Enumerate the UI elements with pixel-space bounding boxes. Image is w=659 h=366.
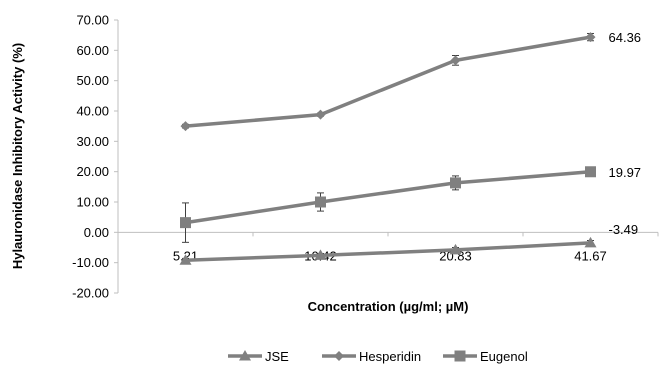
y-tick-label: 20.00 (76, 164, 109, 179)
series-line (186, 243, 591, 260)
legend-swatch-marker (334, 351, 344, 361)
data-label: 19.97 (609, 165, 642, 180)
y-tick-label: 60.00 (76, 43, 109, 58)
y-tick-label: 30.00 (76, 134, 109, 149)
y-tick-label: 10.00 (76, 195, 109, 210)
series-eugenol: 19.97 (180, 165, 641, 243)
legend-label: Hesperidin (359, 349, 421, 364)
y-tick-label: -10.00 (72, 255, 109, 270)
series-jse: -3.49 (180, 222, 639, 265)
data-point (450, 177, 461, 188)
y-tick-label: -20.00 (72, 286, 109, 301)
data-point (316, 110, 326, 120)
data-point (315, 197, 326, 208)
data-point (451, 55, 461, 65)
data-label: -3.49 (609, 222, 639, 237)
data-point (585, 166, 596, 177)
series-line (186, 172, 591, 223)
y-tick-label: 40.00 (76, 104, 109, 119)
y-tick-label: 70.00 (76, 13, 109, 28)
legend: JSE Hesperidin Eugenol (228, 349, 528, 364)
legend-label: JSE (265, 349, 289, 364)
legend-item-jse: JSE (228, 349, 289, 364)
legend-item-eugenol: Eugenol (443, 349, 528, 364)
y-axis-ticks: -20.00 -10.00 0.00 10.00 20.00 30.00 40.00 50.0… (72, 13, 118, 301)
y-tick-label: 50.00 (76, 73, 109, 88)
legend-item-hesperidin: Hesperidin (322, 349, 421, 364)
data-point (180, 217, 191, 228)
data-label: 64.36 (609, 30, 642, 45)
x-axis-title: Concentration (µg/ml; µM) (308, 299, 469, 314)
series-hesperidin: 64.36 (181, 30, 642, 131)
series-line (186, 37, 591, 126)
x-tick-label: 41.67 (574, 248, 607, 263)
legend-swatch-marker (455, 351, 466, 362)
series-layer: -3.49 64.36 19.97 (180, 30, 642, 265)
legend-label: Eugenol (480, 349, 528, 364)
y-tick-label: 0.00 (84, 225, 109, 240)
data-point (181, 121, 191, 131)
y-axis-title: Hylauronidase Inhibitory Activity (%) (10, 43, 25, 269)
